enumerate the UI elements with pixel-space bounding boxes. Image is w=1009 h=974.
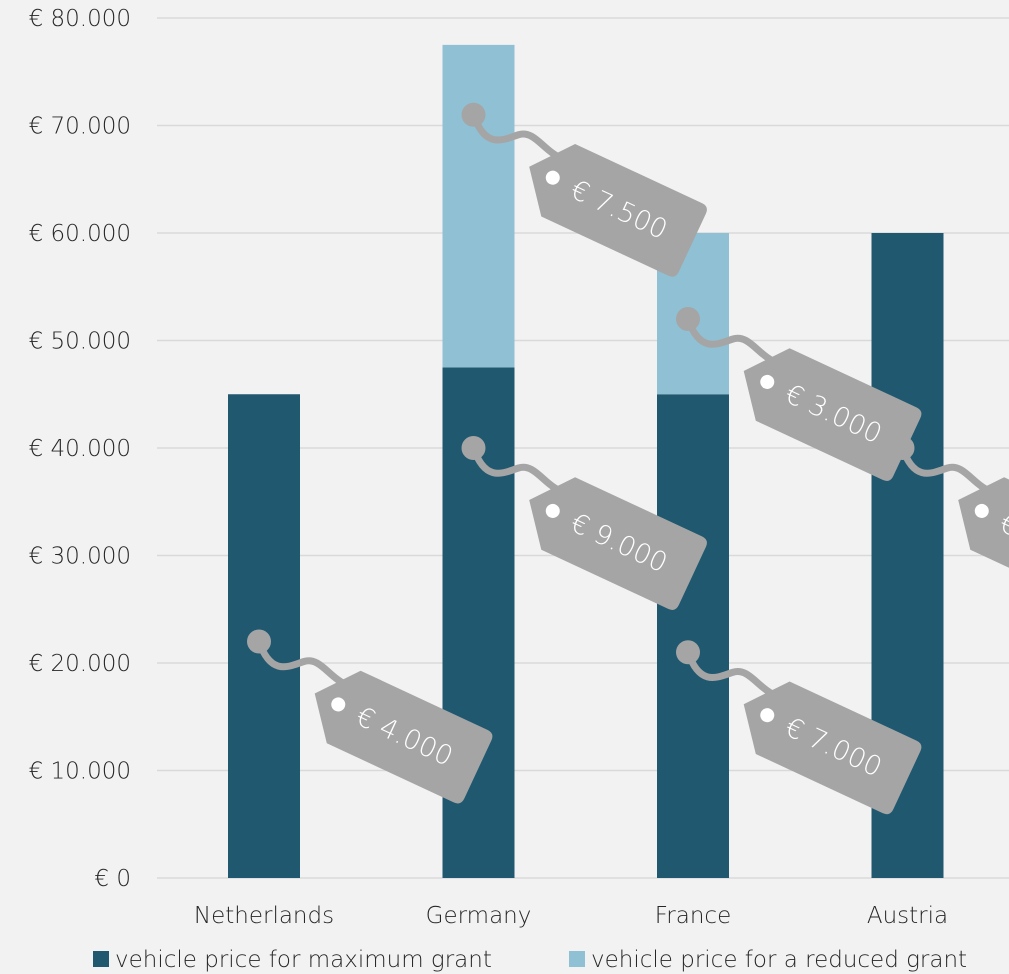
y-tick-label: € 30.000 (29, 544, 131, 570)
legend-label: vehicle price for maximum grant (115, 947, 492, 973)
tag-body (743, 348, 922, 481)
x-tick-label: Austria (867, 903, 948, 929)
x-tick-label: France (655, 903, 731, 929)
y-tick-label: € 80.000 (29, 6, 131, 32)
bar-germany (442, 44, 515, 368)
tag-string-end (676, 640, 700, 665)
price-tag: € 7.500 (461, 102, 707, 277)
y-tick-label: € 70.000 (29, 114, 131, 140)
tag-string (684, 315, 777, 365)
tag-body (743, 681, 922, 815)
tag-string (470, 444, 562, 494)
price-tag-annotations: € 4.000 € 9.000 € 7.500 € 7.000 € 3.000€ 5.0… (247, 102, 1009, 815)
tag-string-end (676, 307, 700, 331)
price-tag: € 9.000 (461, 436, 707, 610)
legend-swatch (569, 951, 585, 967)
y-tick-label: € 50.000 (29, 329, 131, 355)
tag-hole (974, 503, 989, 518)
tag-string (255, 638, 348, 687)
tag-string-end (247, 629, 271, 654)
y-tick-label: € 10.000 (29, 759, 131, 785)
tag-body (529, 143, 707, 277)
legend-label: vehicle price for a reduced grant (591, 947, 967, 973)
y-tick-label: € 40.000 (29, 436, 131, 462)
tag-string (470, 111, 562, 161)
price-tag: € 7.000 (676, 640, 922, 815)
tag-string (899, 444, 991, 494)
y-tick-label: € 60.000 (29, 221, 131, 247)
tag-body (958, 477, 1009, 610)
tag-string-end (461, 102, 486, 127)
legend: vehicle price for maximum grant vehicle p… (93, 947, 967, 973)
y-axis-tick-labels: € 0 € 10.000 € 20.000 € 30.000 € 40.000 € 50.… (29, 6, 131, 892)
tag-string-end (890, 436, 915, 460)
tag-hole (545, 503, 560, 518)
tag-hole (760, 374, 775, 389)
tag-body (314, 670, 493, 804)
bar-france (657, 394, 729, 878)
bars (228, 44, 944, 878)
tag-string-end (461, 436, 486, 460)
tag-hole (760, 708, 775, 723)
x-tick-label: Germany (426, 903, 532, 929)
tag-body (529, 477, 707, 610)
legend-swatch (93, 951, 109, 967)
y-tick-label: € 20.000 (29, 651, 131, 677)
price-tag: € 3.000 (676, 307, 922, 481)
price-tag: € 5.000 (890, 436, 1009, 610)
tag-hole (331, 697, 346, 712)
tag-hole (545, 170, 560, 185)
tag-string (684, 648, 777, 698)
price-tag: € 4.000 (247, 629, 493, 804)
x-tick-label: Netherlands (194, 903, 334, 929)
y-tick-label: € 0 (94, 866, 131, 892)
x-axis-category-labels: Netherlands Germany France Austria (194, 903, 948, 929)
